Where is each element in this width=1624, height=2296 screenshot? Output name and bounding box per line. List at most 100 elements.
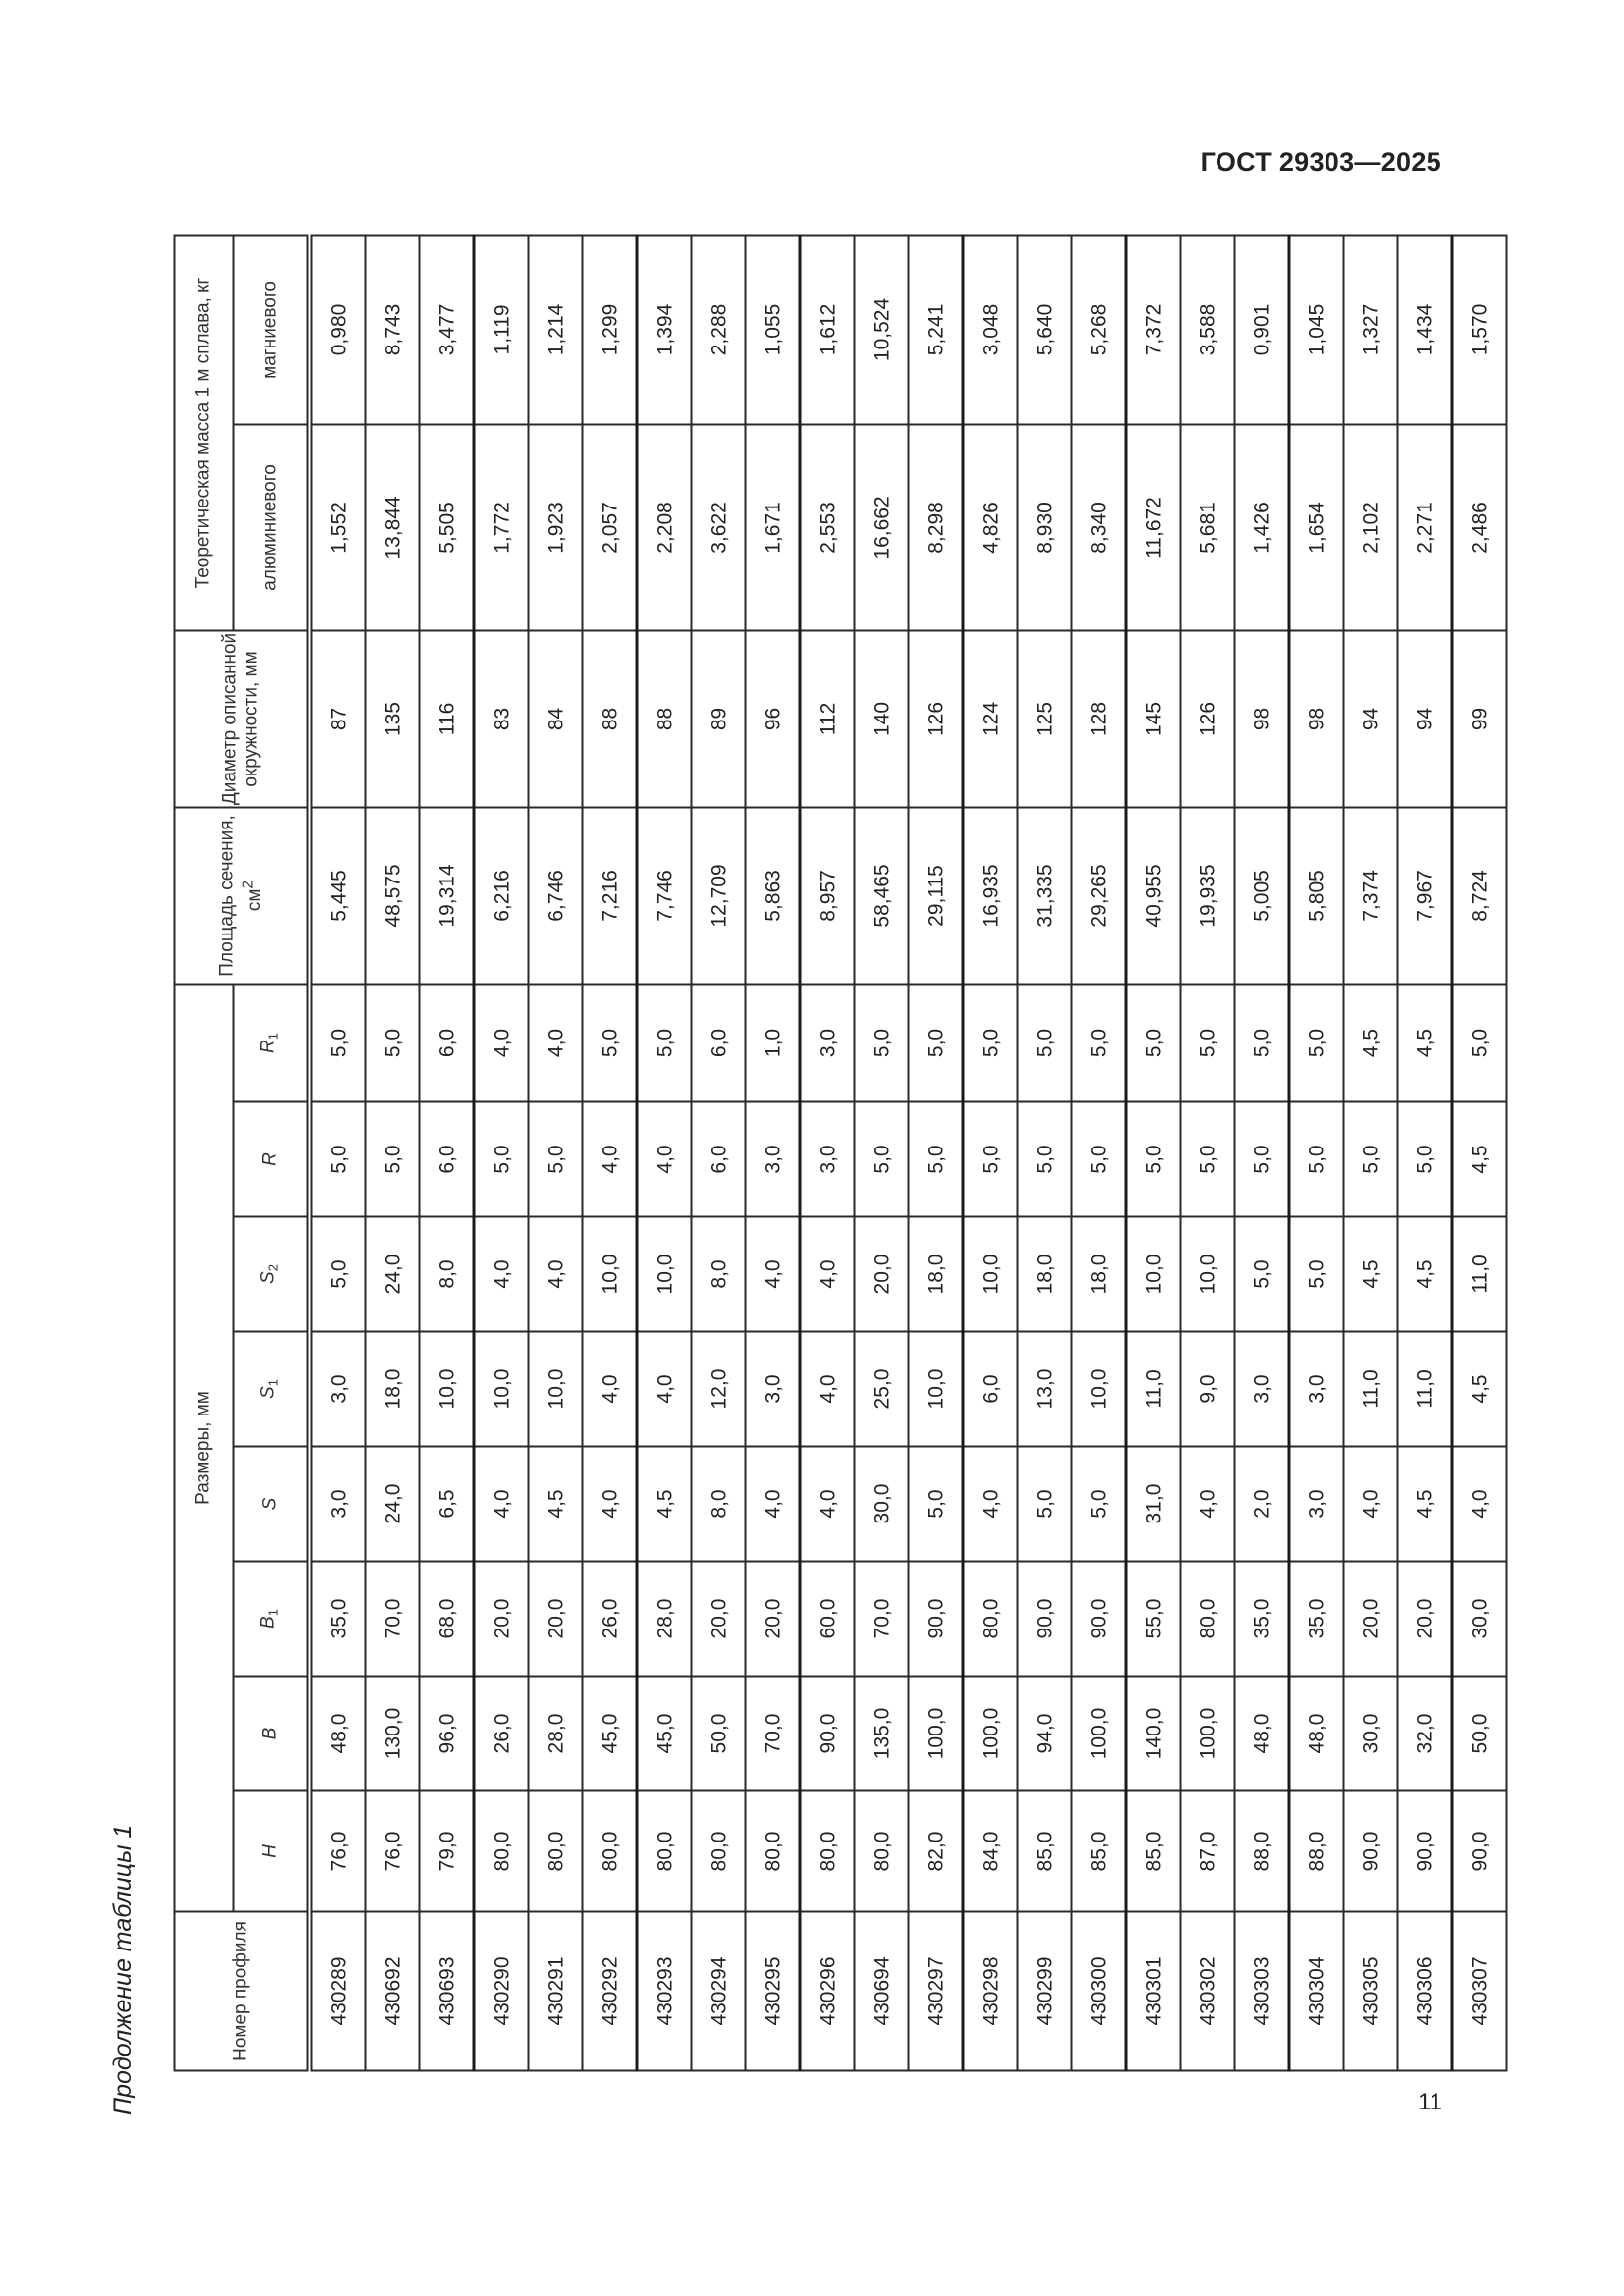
dim-symbol: B: [257, 1616, 278, 1629]
table-row: 430305 90,0 30,0 20,0 4,0 11,0 4,5 5,0 4,5 7,374 9…: [1343, 235, 1398, 2071]
table-cell: 24,0: [365, 1446, 420, 1562]
table-cell: 5,0: [309, 1216, 366, 1332]
table-cell: 5,0: [1017, 984, 1072, 1102]
table-cell: 8,0: [691, 1216, 746, 1332]
table-cell: 5,0: [1234, 1101, 1289, 1217]
page-number: 11: [1418, 2089, 1442, 2115]
table-cell: 5,0: [963, 984, 1018, 1102]
table-cell: 100,0: [963, 1676, 1018, 1791]
table-cell: 8,340: [1071, 424, 1126, 631]
table-cell: 6,0: [963, 1331, 1018, 1447]
table-cell: 3,0: [1289, 1331, 1344, 1447]
table-cell: 90,0: [800, 1676, 855, 1791]
table-cell: 20,0: [474, 1561, 529, 1677]
table-cell: 5,0: [309, 984, 366, 1102]
table-cell: 35,0: [309, 1561, 366, 1677]
table-cell: 2,208: [637, 424, 692, 631]
table-cell: 10,0: [963, 1216, 1018, 1332]
table-cell: 1,394: [637, 235, 692, 425]
table-cell: 5,0: [1289, 1216, 1344, 1332]
table-cell: 6,0: [419, 984, 474, 1102]
table-cell: 3,0: [745, 1101, 800, 1217]
table-cell: 430692: [365, 1911, 420, 2071]
table-cell: 70,0: [854, 1561, 909, 1677]
table-cell: 5,0: [1071, 984, 1126, 1102]
table-cell: 89: [691, 630, 746, 808]
table-cell: 4,5: [1397, 1216, 1452, 1332]
table-cell: 48,0: [309, 1676, 366, 1791]
table-cell: 85,0: [1071, 1790, 1126, 1912]
dim-symbol: B: [259, 1727, 281, 1740]
dim-symbol: H: [259, 1844, 281, 1858]
table-cell: 430290: [474, 1911, 529, 2071]
table-cell: 4,5: [1397, 984, 1452, 1102]
table-cell: 10,0: [582, 1216, 637, 1332]
table-cell: 4,0: [474, 984, 529, 1102]
table-cell: 5,0: [1126, 984, 1181, 1102]
header-area-sup: 2: [240, 880, 257, 889]
table-cell: 10,0: [637, 1216, 692, 1332]
table-cell: 7,374: [1343, 807, 1398, 985]
header-diameter: Диаметр описанной окружности, мм: [174, 630, 310, 808]
table-cell: 88: [582, 630, 637, 808]
header-dimensions: Размеры, мм: [174, 984, 234, 1912]
dim-subscript: 1: [265, 1379, 280, 1387]
table-cell: 4,0: [637, 1331, 692, 1447]
table-row: 430693 79,0 96,0 68,0 6,5 10,0 8,0 6,0 6,0 19,314…: [419, 235, 474, 2071]
table-cell: 28,0: [528, 1676, 583, 1791]
table-cell: 8,930: [1017, 424, 1072, 631]
table-cell: 90,0: [1452, 1790, 1507, 1912]
table-cell: 32,0: [1397, 1676, 1452, 1791]
table-cell: 5,0: [908, 1101, 963, 1217]
table-cell: 6,5: [419, 1446, 474, 1562]
table-cell: 430693: [419, 1911, 474, 2071]
table-row: 430295 80,0 70,0 20,0 4,0 3,0 4,0 3,0 1,0 5,863 96…: [745, 235, 800, 2071]
table-row: 430300 85,0 100,0 90,0 5,0 10,0 18,0 5,0 5,0 29,2…: [1071, 235, 1126, 2071]
table-cell: 18,0: [1071, 1216, 1126, 1332]
table-cell: 4,5: [1452, 1331, 1507, 1447]
table-cell: 430294: [691, 1911, 746, 2071]
table-cell: 98: [1289, 630, 1344, 808]
table-cell: 3,0: [800, 1101, 855, 1217]
header-dim-s2: S2: [233, 1216, 310, 1332]
table-cell: 10,0: [528, 1331, 583, 1447]
table-cell: 4,0: [528, 1216, 583, 1332]
table-cell: 5,005: [1234, 807, 1289, 985]
table-cell: 5,0: [582, 984, 637, 1102]
table-caption: Продолжение таблицы 1: [109, 1824, 136, 2115]
table-cell: 13,0: [1017, 1331, 1072, 1447]
table-cell: 18,0: [1017, 1216, 1072, 1332]
table-cell: 430306: [1397, 1911, 1452, 2071]
table-cell: 88,0: [1234, 1790, 1289, 1912]
table-cell: 5,0: [1180, 984, 1235, 1102]
table-cell: 68,0: [419, 1561, 474, 1677]
table-cell: 5,0: [854, 1101, 909, 1217]
table-cell: 8,0: [419, 1216, 474, 1332]
table-cell: 76,0: [365, 1790, 420, 1912]
table-cell: 80,0: [854, 1790, 909, 1912]
table-cell: 11,672: [1126, 424, 1181, 631]
table-cell: 3,0: [1289, 1446, 1344, 1562]
table-cell: 430292: [582, 1911, 637, 2071]
table-cell: 4,0: [582, 1331, 637, 1447]
table-cell: 26,0: [582, 1561, 637, 1677]
table-cell: 12,0: [691, 1331, 746, 1447]
table-row: 430694 80,0 135,0 70,0 30,0 25,0 20,0 5,0 5,0 58,…: [854, 235, 909, 2071]
table-cell: 5,241: [908, 235, 963, 425]
table-cell: 94: [1343, 630, 1398, 808]
table-cell: 79,0: [419, 1790, 474, 1912]
table-cell: 13,844: [365, 424, 420, 631]
table-cell: 1,654: [1289, 424, 1344, 631]
table-cell: 20,0: [528, 1561, 583, 1677]
dim-symbol: S: [257, 1386, 278, 1399]
table-cell: 25,0: [854, 1331, 909, 1447]
header-dim-r1: R1: [233, 984, 310, 1102]
profiles-table: Номер профиля Размеры, мм Площадь сечени…: [174, 234, 1508, 2071]
table-cell: 3,477: [419, 235, 474, 425]
header-dim-b1: B1: [233, 1561, 310, 1677]
header-dim-h: H: [233, 1790, 310, 1912]
table-cell: 58,465: [854, 807, 909, 985]
table-cell: 80,0: [963, 1561, 1018, 1677]
table-cell: 1,570: [1452, 235, 1507, 425]
table-cell: 3,0: [1234, 1331, 1289, 1447]
